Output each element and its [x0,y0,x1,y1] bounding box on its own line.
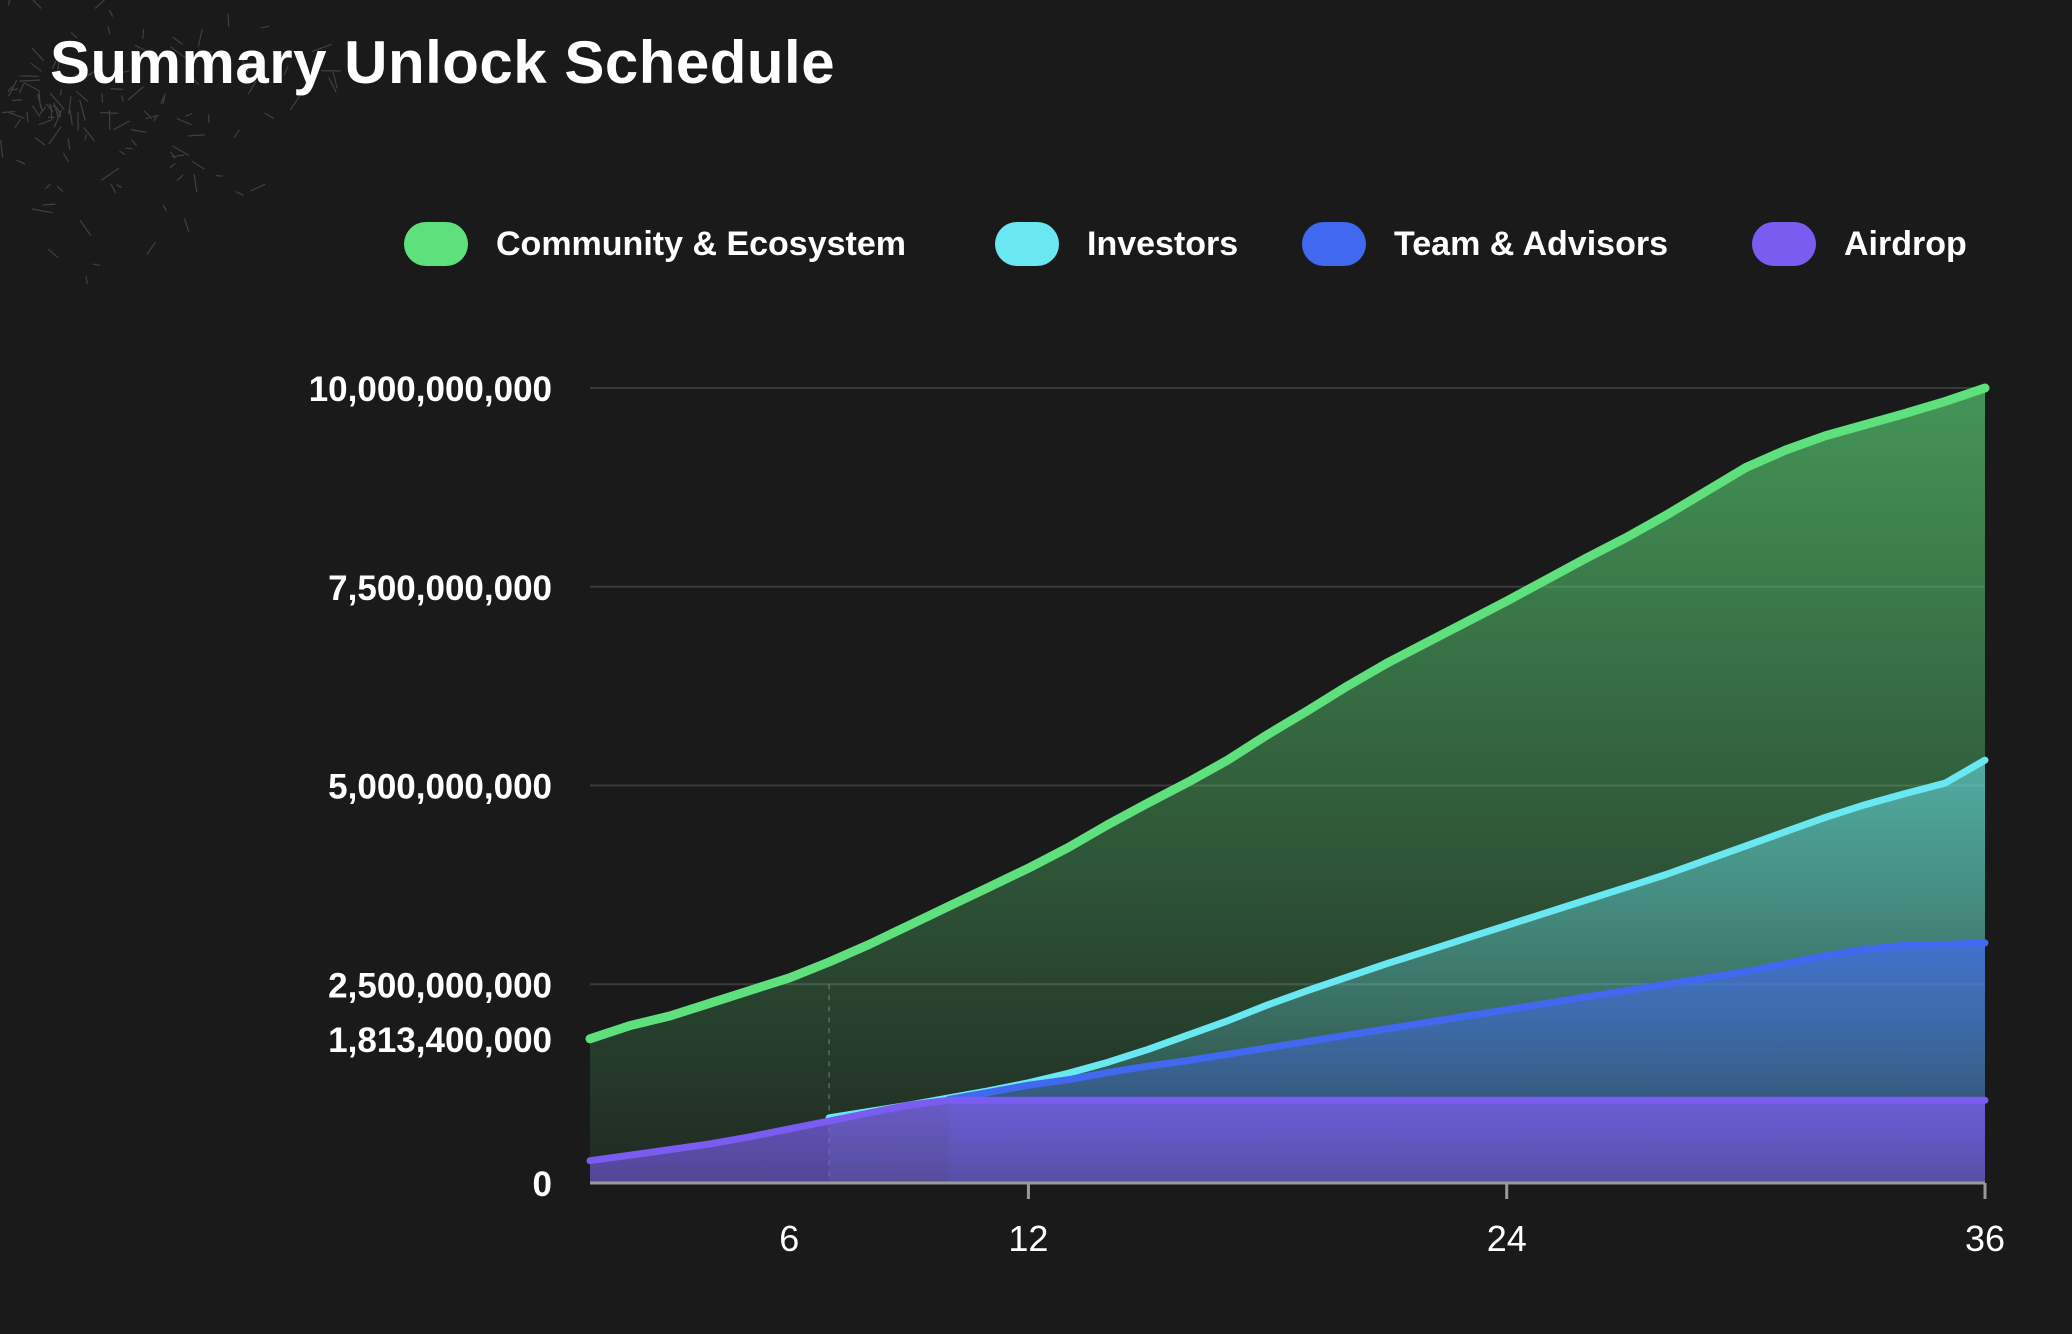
axis-layer: 6 12 24 36 0 1,813,400,000 2,500,000,000 5,000,… [309,370,2005,1259]
legend-item-team-advisors: Team & Advisors [1302,214,1668,274]
x-tick-label: 6 [779,1218,799,1259]
y-tick-label: 2,500,000,000 [328,966,552,1005]
area-airdrop [590,1100,1985,1183]
legend-swatch-community-ecosystem [404,222,468,266]
y-tick-label: 7,500,000,000 [328,569,552,608]
line-airdrop [586,1096,1989,1165]
line-team-advisors [945,939,1989,1103]
line-community-ecosystem [585,383,1990,1044]
legend-item-community-ecosystem: Community & Ecosystem [404,214,906,274]
legend-label-team-advisors: Team & Advisors [1394,224,1668,263]
y-tick-label: 1,813,400,000 [328,1021,552,1060]
decorative-texture [0,0,341,285]
legend-item-investors: Investors [995,214,1238,274]
legend-label-airdrop: Airdrop [1844,224,1967,263]
y-tick-label: 10,000,000,000 [309,370,552,409]
legend-item-airdrop: Airdrop [1752,214,1967,274]
legend-label-community-ecosystem: Community & Ecosystem [496,224,906,263]
legend-swatch-airdrop [1752,222,1816,266]
y-tick-label: 5,000,000,000 [328,768,552,807]
x-tick-label: 12 [1008,1218,1048,1259]
legend-label-investors: Investors [1087,224,1239,263]
y-tick-label: 0 [533,1165,552,1204]
x-tick-label: 36 [1965,1218,2005,1259]
legend-swatch-team-advisors [1302,222,1366,266]
line-layer [585,383,1990,1165]
x-tick-label: 24 [1487,1218,1527,1259]
legend-swatch-investors [995,222,1059,266]
page-title: Summary Unlock Schedule [50,29,836,96]
